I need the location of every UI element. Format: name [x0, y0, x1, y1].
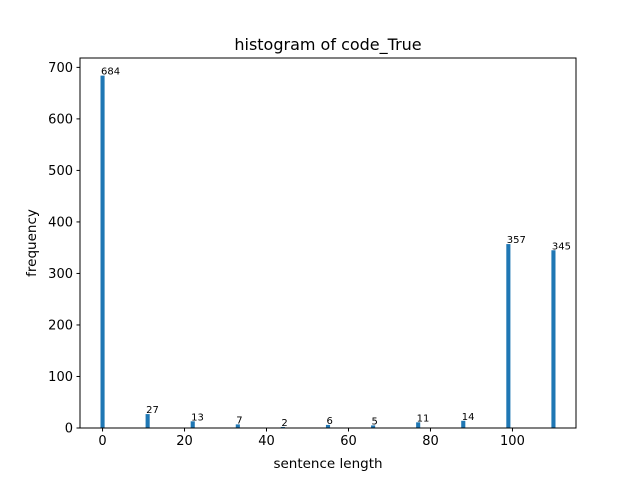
bar [100, 75, 105, 429]
x-tick-label: 0 [98, 434, 106, 449]
y-tick-label: 700 [48, 61, 73, 76]
plot-frame [79, 57, 577, 429]
bar-value-label: 357 [507, 235, 526, 246]
bar-value-label: 684 [101, 67, 120, 78]
bar [235, 424, 240, 428]
y-tick-label: 300 [48, 267, 73, 282]
bar [416, 422, 421, 428]
x-axis-label: sentence length [273, 456, 382, 472]
chart-title: histogram of code_True [234, 35, 421, 55]
bar-value-label: 27 [146, 405, 159, 416]
bar [461, 420, 466, 428]
bar-labels-group: 684 27 13 7 2 6 5 11 14 357 345 [101, 67, 571, 429]
bar [280, 426, 285, 428]
bar-value-label: 13 [191, 412, 204, 423]
bars-group [100, 75, 556, 429]
bar [190, 421, 195, 428]
y-axis-label: frequency [24, 209, 40, 277]
bar-value-label: 345 [552, 241, 571, 252]
y-tick-label: 100 [48, 370, 73, 385]
bar-value-label: 11 [417, 413, 430, 424]
bar [371, 425, 376, 428]
bar [551, 250, 556, 428]
x-tick-label: 60 [340, 434, 357, 449]
bar [145, 414, 150, 428]
y-tick-label: 0 [65, 422, 73, 437]
x-tick-label: 100 [500, 434, 525, 449]
y-tick-label: 200 [48, 318, 73, 333]
y-axis-ticks: 0 100 200 300 400 500 600 700 [48, 61, 80, 437]
y-tick-label: 500 [48, 164, 73, 179]
x-tick-label: 80 [422, 434, 439, 449]
bar-value-label: 7 [236, 415, 242, 426]
bar-value-label: 14 [462, 412, 475, 423]
x-tick-label: 40 [258, 434, 275, 449]
plot-area [80, 58, 576, 428]
x-axis-ticks: 0 20 40 60 80 100 [98, 428, 525, 449]
bar [325, 424, 331, 428]
x-tick-label: 20 [176, 434, 193, 449]
bar-value-label: 2 [281, 418, 287, 429]
bar-value-label: 5 [372, 416, 378, 427]
bar-value-label: 6 [326, 416, 332, 427]
y-tick-label: 600 [48, 112, 73, 127]
y-tick-label: 400 [48, 215, 73, 230]
bar [506, 244, 511, 428]
